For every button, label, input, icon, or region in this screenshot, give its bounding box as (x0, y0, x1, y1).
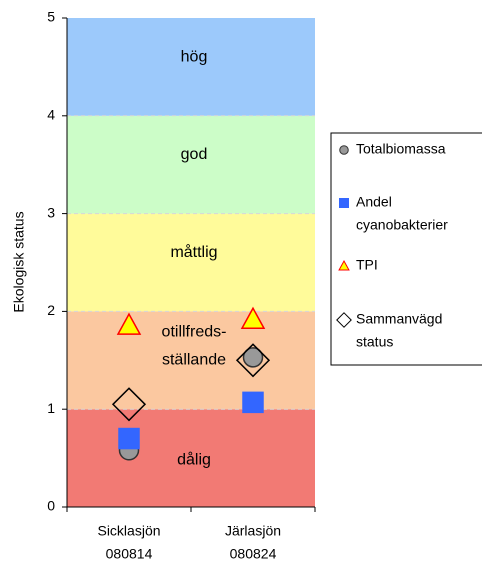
status-band (67, 115, 315, 214)
y-axis-label: Ekologisk status (11, 211, 27, 312)
legend-box (330, 132, 482, 366)
diamond-marker (235, 343, 271, 378)
x-tick-label: 080824 (230, 546, 277, 562)
y-tick-label: 0 (47, 498, 55, 514)
y-tick-label: 3 (47, 204, 55, 220)
legend-label: Totalbiomassa (356, 141, 446, 157)
band-label: måttlig (170, 243, 217, 261)
status-band (67, 311, 315, 410)
legend-label: cyanobakterier (356, 217, 448, 233)
y-tick-label: 4 (47, 107, 55, 123)
y-tick-label: 2 (47, 302, 55, 318)
legend-symbol (336, 312, 352, 328)
circle-marker (242, 347, 264, 368)
x-tick-label: Järlasjön (225, 523, 281, 539)
band-label: ställande (162, 352, 226, 369)
triangle-marker (116, 312, 142, 335)
band-label: otillfreds- (162, 324, 227, 341)
legend-label: Andel (356, 194, 392, 210)
legend-label: status (356, 334, 393, 350)
status-band (67, 18, 315, 116)
diamond-marker (111, 387, 147, 422)
legend-symbol (339, 145, 349, 155)
legend-symbol (338, 260, 350, 271)
band-label: god (181, 146, 208, 163)
band-label: dålig (177, 451, 211, 469)
legend-label: Sammanvägd (356, 311, 442, 327)
square-marker (118, 427, 140, 450)
square-marker (242, 391, 264, 414)
y-tick-label: 1 (47, 400, 55, 416)
x-tick-label: 080814 (106, 546, 153, 562)
band-label: hög (181, 48, 208, 65)
status-band (67, 409, 315, 507)
x-tick-label: Sicklasjön (97, 523, 160, 539)
triangle-marker (240, 306, 266, 329)
legend-label: TPI (356, 257, 378, 273)
legend-symbol (339, 198, 349, 208)
y-tick-label: 5 (47, 9, 55, 25)
status-band (67, 213, 315, 312)
